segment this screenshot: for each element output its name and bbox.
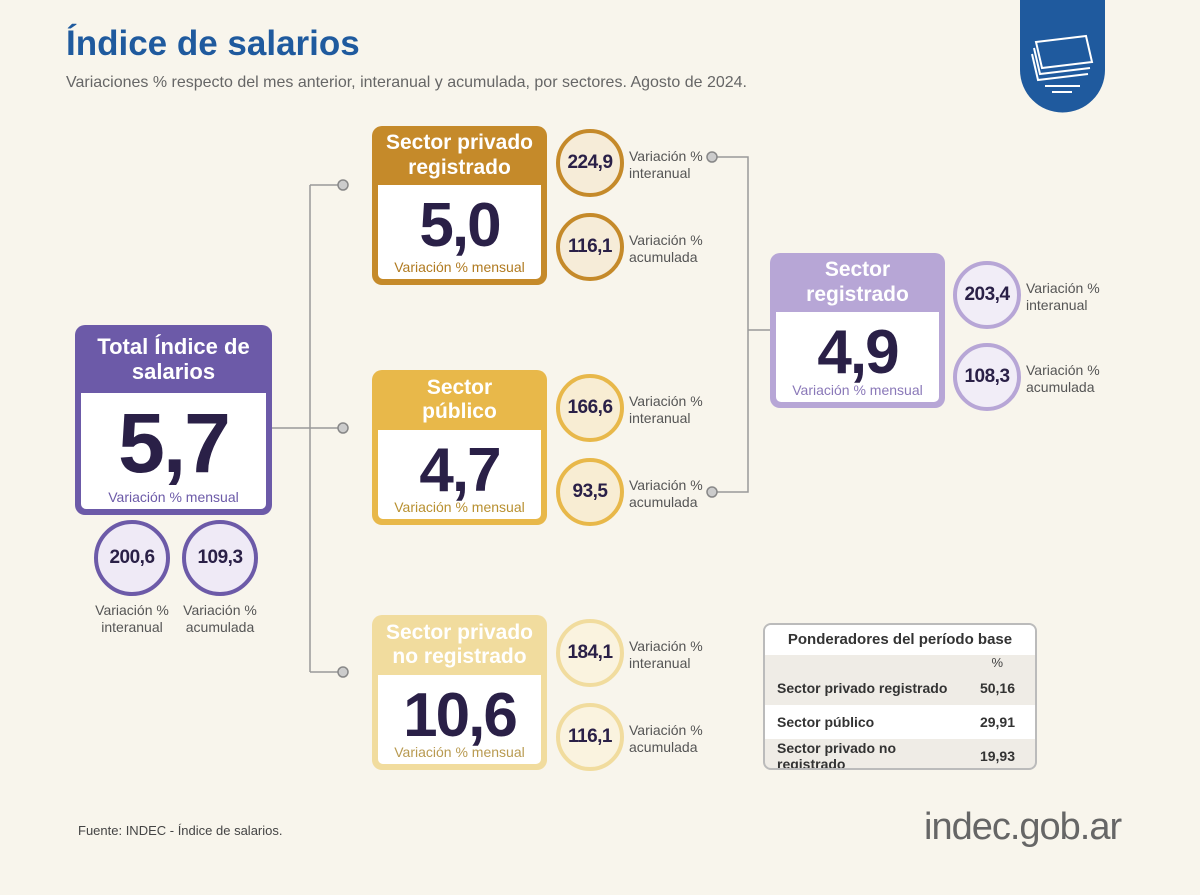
title: Índice de salarios	[66, 24, 360, 63]
circle-value: 224,9	[556, 129, 624, 197]
card-body: 5,0 Variación % mensual	[378, 185, 541, 279]
circle-label: Variación % acumulada	[629, 722, 703, 755]
circle-label: Variación % interanual	[95, 602, 169, 635]
circle-value: 93,5	[556, 458, 624, 526]
row-value: 19,93	[979, 748, 1015, 764]
card-body: 4,7 Variación % mensual	[378, 430, 541, 519]
circle-label: Variación % interanual	[629, 393, 703, 426]
card-title: Sector privado no registrado	[385, 620, 534, 668]
circle-label: Variación % interanual	[1026, 280, 1100, 313]
table-title: Ponderadores del período base	[765, 625, 1035, 655]
card-body: 10,6 Variación % mensual	[378, 675, 541, 764]
card-header: Total Índice de salarios	[75, 325, 272, 393]
monthly-value: 4,9	[817, 318, 899, 387]
circle-label: Variación % acumulada	[629, 477, 703, 510]
circle-label: Variación % acumulada	[183, 602, 257, 635]
card-title: Sector registrado	[806, 258, 909, 306]
source: Fuente: INDEC - Índice de salarios.	[78, 823, 283, 838]
card-title: Total Índice de salarios	[97, 333, 250, 384]
monthly-label: Variación % mensual	[394, 499, 525, 515]
card-header: Sector registrado	[770, 253, 945, 312]
card-header: Sector privado no registrado	[372, 615, 547, 675]
circle-value: 116,1	[556, 213, 624, 281]
circle-value: 116,1	[556, 703, 624, 771]
table-row: Sector privado no registrado 19,93	[765, 739, 1035, 770]
sector-card: Total Índice de salarios 5,7 Variación % m…	[75, 325, 272, 515]
circle-label: Variación % interanual	[629, 638, 703, 671]
table-unit: %	[991, 655, 1003, 670]
card-header: Sector privado registrado	[372, 126, 547, 185]
table-row: Sector público 29,91	[765, 705, 1035, 739]
sector-card: Sector registrado 4,9 Variación % mensual	[770, 253, 945, 408]
circle-label: Variación % acumulada	[1026, 362, 1100, 395]
card-header: Sector público	[372, 370, 547, 430]
monthly-value: 10,6	[403, 681, 518, 750]
monthly-label: Variación % mensual	[394, 259, 525, 275]
circle-label: Variación % acumulada	[629, 232, 703, 265]
row-label: Sector público	[777, 714, 875, 730]
card-body: 5,7 Variación % mensual	[81, 393, 266, 509]
circle-value: 200,6	[94, 520, 170, 596]
monthly-label: Variación % mensual	[394, 744, 525, 760]
table-row: Sector privado registrado 50,16	[765, 671, 1035, 705]
row-label: Sector privado no registrado	[777, 740, 897, 770]
monthly-value: 5,0	[419, 191, 501, 260]
logo: indec.gob.ar	[924, 806, 1122, 848]
weights-table: Ponderadores del período base % Sector p…	[763, 623, 1037, 770]
circle-value: 108,3	[953, 343, 1021, 411]
row-value: 29,91	[979, 714, 1015, 730]
circle-value: 109,3	[182, 520, 258, 596]
sector-card: Sector público 4,7 Variación % mensual	[372, 370, 547, 525]
sector-card: Sector privado registrado 5,0 Variación % …	[372, 126, 547, 285]
monthly-value: 5,7	[118, 396, 231, 490]
circle-label: Variación % interanual	[629, 148, 703, 181]
monthly-label: Variación % mensual	[108, 489, 239, 505]
circle-value: 166,6	[556, 374, 624, 442]
card-title: Sector privado registrado	[385, 131, 534, 179]
circle-value: 184,1	[556, 619, 624, 687]
row-label: Sector privado registrado	[777, 680, 948, 696]
card-body: 4,9 Variación % mensual	[776, 312, 939, 402]
table: Sector privado registrado 50,16 Sector púb…	[765, 671, 1035, 770]
monthly-label: Variación % mensual	[792, 382, 923, 398]
card-title: Sector público	[422, 375, 497, 423]
sector-card: Sector privado no registrado 10,6 Variació…	[372, 615, 547, 770]
row-value: 50,16	[979, 680, 1015, 696]
circle-value: 203,4	[953, 261, 1021, 329]
subtitle: Variaciones % respecto del mes anterior,…	[66, 74, 747, 91]
monthly-value: 4,7	[419, 436, 501, 505]
